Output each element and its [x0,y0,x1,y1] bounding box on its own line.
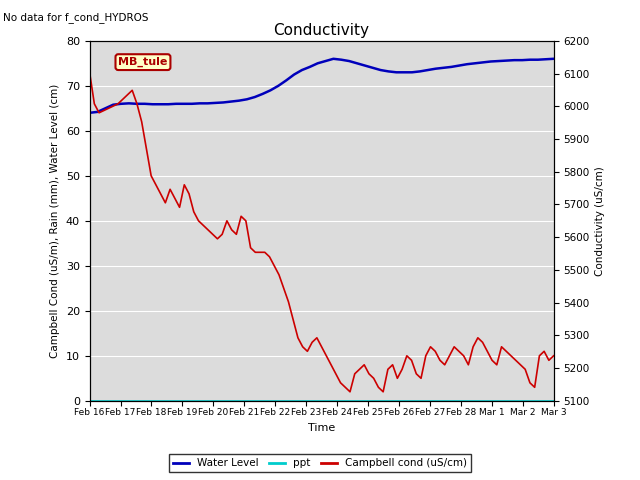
X-axis label: Time: Time [308,423,335,433]
Y-axis label: Conductivity (uS/cm): Conductivity (uS/cm) [595,166,605,276]
Legend: Water Level, ppt, Campbell cond (uS/cm): Water Level, ppt, Campbell cond (uS/cm) [169,454,471,472]
Title: Conductivity: Conductivity [274,23,370,38]
Y-axis label: Campbell Cond (uS/m), Rain (mm), Water Level (cm): Campbell Cond (uS/m), Rain (mm), Water L… [50,84,60,358]
Text: MB_tule: MB_tule [118,57,168,67]
Text: No data for f_cond_HYDROS: No data for f_cond_HYDROS [3,12,148,23]
